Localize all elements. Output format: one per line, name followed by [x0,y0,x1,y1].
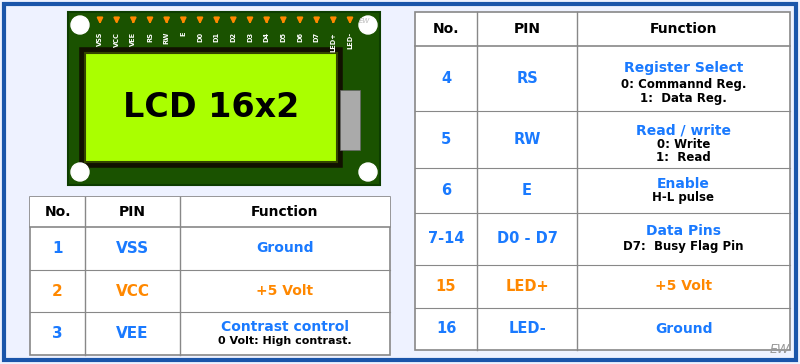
Text: 1:  Read: 1: Read [656,151,711,164]
Circle shape [359,16,377,34]
Text: D4: D4 [264,32,270,42]
Text: VSS: VSS [116,241,149,256]
Text: EW: EW [358,18,370,24]
Text: D2: D2 [230,32,236,42]
Text: +5 Volt: +5 Volt [257,284,314,298]
Text: E: E [180,32,186,36]
Text: 4: 4 [441,71,451,86]
Text: LCD 16x2: LCD 16x2 [123,91,299,124]
Text: LED+: LED+ [330,32,336,52]
Text: D7:  Busy Flag Pin: D7: Busy Flag Pin [623,240,744,253]
Text: 7-14: 7-14 [428,231,464,246]
Text: 2: 2 [52,284,63,298]
Text: PIN: PIN [514,22,541,36]
Text: RS: RS [516,71,538,86]
Text: 1: 1 [52,241,62,256]
Bar [30,197,390,227]
Text: VEE: VEE [116,326,149,341]
Text: +5 Volt: +5 Volt [655,279,712,293]
Bar [415,12,790,350]
Text: VEE: VEE [130,32,136,46]
Text: No.: No. [433,22,459,36]
Text: 5: 5 [441,132,451,147]
Text: D7: D7 [314,32,320,42]
Text: VSS: VSS [97,32,103,46]
Bar [340,90,360,150]
Text: 0: Commannd Reg.: 0: Commannd Reg. [621,78,746,91]
Text: VCC: VCC [115,284,150,298]
Bar [85,53,337,162]
Text: Ground: Ground [256,241,314,255]
Circle shape [71,163,89,181]
Text: Ground: Ground [654,322,712,336]
Text: LED+: LED+ [505,279,549,294]
Circle shape [359,163,377,181]
Text: 1:  Data Reg.: 1: Data Reg. [640,92,727,105]
Text: 6: 6 [441,183,451,198]
Text: 16: 16 [436,321,456,336]
Text: D0 - D7: D0 - D7 [497,231,558,246]
Text: RW: RW [164,32,170,44]
Text: Register Select: Register Select [624,60,743,75]
Text: D5: D5 [280,32,286,42]
Bar [68,12,380,185]
Text: 3: 3 [52,326,63,341]
Text: E: E [522,183,532,198]
Bar [82,50,340,165]
Text: PIN: PIN [119,205,146,219]
Text: No.: No. [44,205,70,219]
Bar [30,197,390,355]
Text: Function: Function [650,22,718,36]
Text: LED-: LED- [508,321,546,336]
Text: Read / write: Read / write [636,123,731,137]
Circle shape [71,16,89,34]
Text: LED-: LED- [347,32,353,49]
Text: Contrast control: Contrast control [221,320,349,334]
Text: RW: RW [514,132,541,147]
Text: Enable: Enable [657,177,710,191]
Text: H-L pulse: H-L pulse [653,191,714,203]
Text: 0: Write: 0: Write [657,138,710,151]
Text: Data Pins: Data Pins [646,224,721,238]
Text: Function: Function [251,205,318,219]
Text: RS: RS [147,32,153,42]
Text: D1: D1 [214,32,220,42]
Text: 15: 15 [436,279,456,294]
Text: D6: D6 [297,32,303,42]
Text: EW: EW [770,343,790,356]
Text: D0: D0 [197,32,203,42]
Text: 0 Volt: High contrast.: 0 Volt: High contrast. [218,336,352,346]
Text: D3: D3 [247,32,253,42]
Text: VCC: VCC [114,32,120,47]
